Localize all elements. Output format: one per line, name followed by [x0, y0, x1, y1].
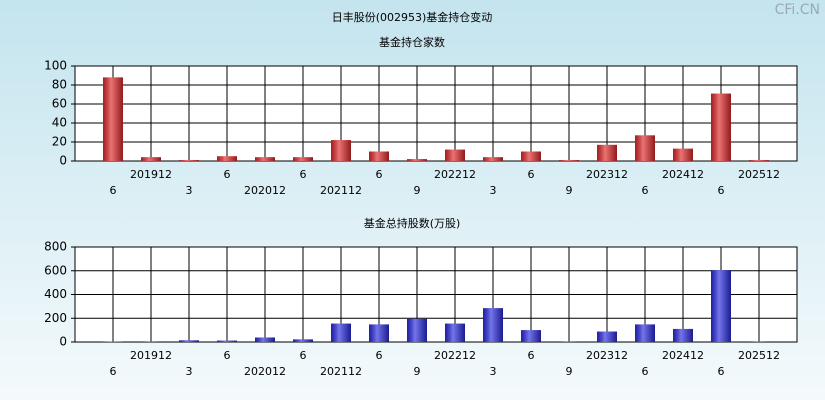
- x-tick-label: 3: [186, 184, 193, 197]
- watermark: CFi.CN: [775, 2, 820, 18]
- bar-shading: [293, 157, 313, 161]
- y-tick-label: 0: [59, 335, 67, 349]
- x-tick-label: 6: [528, 168, 535, 181]
- bar-shading: [711, 93, 731, 161]
- x-tick-label: 202412: [662, 168, 704, 181]
- plot-area: [74, 65, 798, 162]
- x-tick-label: 6: [224, 349, 231, 362]
- bar-shading: [293, 339, 313, 342]
- x-tick-label: 202312: [586, 168, 628, 181]
- bar-shading: [483, 157, 503, 161]
- bar-shading: [749, 160, 769, 161]
- bar-shading: [407, 159, 427, 161]
- bar-shading: [407, 318, 427, 342]
- y-tick-label: 200: [44, 311, 67, 325]
- x-tick-label: 202512: [738, 349, 780, 362]
- bar-shading: [141, 157, 161, 161]
- x-tick-label: 202012: [244, 365, 286, 378]
- x-tick-label: 6: [110, 365, 117, 378]
- x-tick-label: 202212: [434, 168, 476, 181]
- x-tick-label: 201912: [130, 168, 172, 181]
- x-tick-label: 202212: [434, 349, 476, 362]
- x-tick-label: 9: [566, 365, 573, 378]
- x-tick-label: 3: [490, 184, 497, 197]
- y-tick-label: 80: [52, 78, 67, 92]
- bar-shading: [673, 328, 693, 342]
- bar-shading: [749, 341, 769, 342]
- x-tick-label: 6: [376, 349, 383, 362]
- bar-shading: [369, 151, 389, 161]
- bar-shading: [179, 340, 199, 342]
- x-tick-label: 6: [300, 168, 307, 181]
- bar-shading: [141, 341, 161, 342]
- page-title: 日丰股份(002953)基金持仓变动: [332, 10, 493, 24]
- x-tick-label: 3: [490, 365, 497, 378]
- bar-shading: [331, 323, 351, 342]
- bar-shading: [635, 324, 655, 342]
- y-tick-label: 600: [44, 263, 67, 277]
- x-tick-label: 6: [110, 184, 117, 197]
- bar-shading: [445, 323, 465, 342]
- bar-shading: [445, 149, 465, 161]
- bar-shading: [255, 337, 275, 342]
- x-tick-label: 6: [528, 349, 535, 362]
- x-tick-label: 202112: [320, 184, 362, 197]
- bar-shading: [597, 331, 617, 342]
- bar-shading: [559, 160, 579, 161]
- y-tick-label: 800: [44, 240, 67, 254]
- y-tick-label: 400: [44, 287, 67, 301]
- x-tick-label: 6: [718, 184, 725, 197]
- bar-shading: [217, 340, 237, 342]
- x-tick-label: 202012: [244, 184, 286, 197]
- x-tick-label: 6: [300, 349, 307, 362]
- y-tick-label: 0: [59, 154, 67, 168]
- y-tick-label: 20: [52, 135, 67, 149]
- bar-shading: [597, 144, 617, 161]
- x-tick-label: 6: [642, 184, 649, 197]
- bar-shading: [331, 140, 351, 161]
- x-tick-label: 6: [718, 365, 725, 378]
- bar-shading: [521, 330, 541, 342]
- bar-shading: [711, 270, 731, 342]
- x-tick-label: 6: [376, 168, 383, 181]
- x-tick-label: 9: [414, 184, 421, 197]
- x-tick-label: 6: [224, 168, 231, 181]
- y-tick-label: 60: [52, 97, 67, 111]
- x-tick-label: 202312: [586, 349, 628, 362]
- bar-shading: [255, 157, 275, 161]
- x-tick-label: 3: [186, 365, 193, 378]
- x-tick-label: 202512: [738, 168, 780, 181]
- bar-shading: [103, 77, 123, 161]
- bar-shading: [635, 135, 655, 161]
- bar-shading: [483, 308, 503, 342]
- bar-shading: [521, 151, 541, 161]
- bar-shading: [559, 341, 579, 342]
- x-tick-label: 6: [642, 365, 649, 378]
- x-tick-label: 9: [566, 184, 573, 197]
- bar-shading: [179, 160, 199, 161]
- x-tick-label: 201912: [130, 349, 172, 362]
- y-tick-label: 100: [44, 59, 67, 73]
- chart-title: 基金持仓家数: [379, 35, 445, 49]
- y-tick-label: 40: [52, 116, 67, 130]
- x-tick-label: 202112: [320, 365, 362, 378]
- chart-title: 基金总持股数(万股): [364, 216, 461, 230]
- x-tick-label: 9: [414, 365, 421, 378]
- bar-shading: [369, 324, 389, 342]
- bar-shading: [673, 148, 693, 161]
- bar-shading: [217, 156, 237, 161]
- x-tick-label: 202412: [662, 349, 704, 362]
